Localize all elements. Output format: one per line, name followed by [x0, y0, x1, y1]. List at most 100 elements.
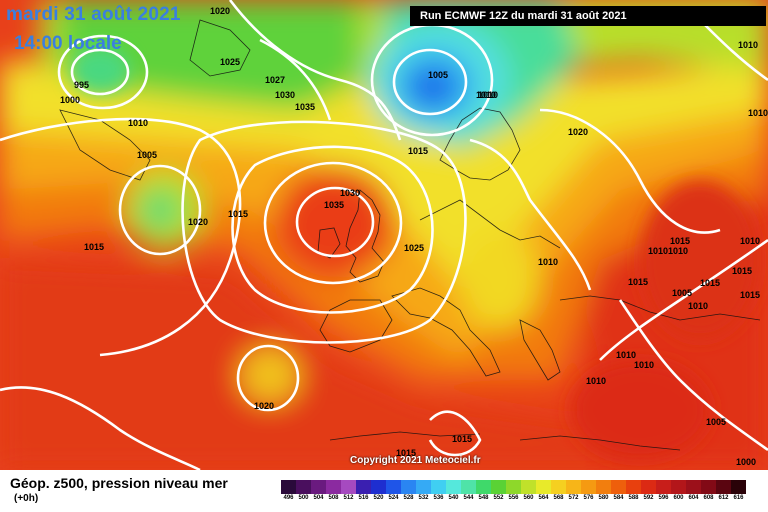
- scale-swatch: [296, 480, 311, 494]
- scale-step: 516: [356, 480, 371, 501]
- scale-swatch: [626, 480, 641, 494]
- color-scale: 496 500 504 508 512 516 520 524 528 532 536 540 544 5…: [281, 480, 746, 501]
- scale-swatch: [566, 480, 581, 494]
- isobar-label: 1010: [616, 350, 636, 360]
- scale-step: 600: [671, 480, 686, 501]
- scale-value: 584: [613, 495, 624, 501]
- scale-value: 604: [688, 495, 699, 501]
- isobar-label: 1010: [586, 376, 606, 386]
- scale-value: 512: [343, 495, 354, 501]
- isobar-label: 1030: [340, 188, 360, 198]
- scale-step: 520: [371, 480, 386, 501]
- isobar-label: 1010: [538, 257, 558, 267]
- isobar-label: 1015: [396, 448, 416, 458]
- isobar-label: 1015: [452, 434, 472, 444]
- isobar-label: 1005: [428, 70, 448, 80]
- lead-time: (+0h): [14, 493, 39, 504]
- scale-value: 588: [628, 495, 639, 501]
- scale-step: 616: [731, 480, 746, 501]
- scale-step: 500: [296, 480, 311, 501]
- scale-step: 560: [521, 480, 536, 501]
- isobar-label: 1000: [60, 95, 80, 105]
- isobar-label: 1010: [748, 108, 768, 118]
- scale-value: 564: [538, 495, 549, 501]
- scale-step: 512: [341, 480, 356, 501]
- scale-swatch: [671, 480, 686, 494]
- isobar-label: 1015: [700, 278, 720, 288]
- scale-swatch: [326, 480, 341, 494]
- scale-swatch: [656, 480, 671, 494]
- scale-value: 572: [568, 495, 579, 501]
- scale-swatch: [401, 480, 416, 494]
- isobar-label: 1010: [478, 90, 498, 100]
- scale-step: 592: [641, 480, 656, 501]
- geopotential-map: 1020995100010251027103010351005101010101…: [0, 0, 768, 470]
- isobar-label: 1015: [628, 277, 648, 287]
- isobar-label: 1015: [732, 266, 752, 276]
- scale-value: 532: [418, 495, 429, 501]
- isobar-label: 1005: [672, 288, 692, 298]
- scale-swatch: [431, 480, 446, 494]
- scale-swatch: [641, 480, 656, 494]
- scale-step: 564: [536, 480, 551, 501]
- isobar-label: 1010: [648, 246, 668, 256]
- scale-step: 504: [311, 480, 326, 501]
- scale-step: 548: [476, 480, 491, 501]
- isobar-labels: 1020995100010251027103010351005101010101…: [60, 6, 768, 467]
- valid-date-title: mardi 31 août 2021: [6, 4, 181, 25]
- scale-step: 580: [596, 480, 611, 501]
- scale-swatch: [551, 480, 566, 494]
- scale-swatch: [416, 480, 431, 494]
- scale-value: 540: [448, 495, 459, 501]
- isobar-label: 1010: [476, 90, 496, 100]
- scale-step: 608: [701, 480, 716, 501]
- z500-color-field: [0, 0, 768, 470]
- scale-step: 568: [551, 480, 566, 501]
- scale-swatch: [521, 480, 536, 494]
- isobar-label: 1015: [84, 242, 104, 252]
- isobar-label: 1010: [668, 246, 688, 256]
- scale-swatch: [386, 480, 401, 494]
- scale-swatch: [311, 480, 326, 494]
- scale-step: 540: [446, 480, 461, 501]
- scale-swatch: [446, 480, 461, 494]
- scale-swatch: [716, 480, 731, 494]
- scale-value: 496: [283, 495, 294, 501]
- isobar-label: 1010: [128, 118, 148, 128]
- scale-step: 532: [416, 480, 431, 501]
- scale-value: 560: [523, 495, 534, 501]
- scale-step: 496: [281, 480, 296, 501]
- scale-step: 604: [686, 480, 701, 501]
- scale-swatch: [701, 480, 716, 494]
- scale-value: 600: [673, 495, 684, 501]
- isobar-label: 1005: [706, 417, 726, 427]
- scale-step: 536: [431, 480, 446, 501]
- scale-value: 516: [358, 495, 369, 501]
- scale-step: 508: [326, 480, 341, 501]
- variable-title: Géop. z500, pression niveau mer: [10, 475, 228, 491]
- scale-value: 536: [433, 495, 444, 501]
- isobar-label: 1020: [568, 127, 588, 137]
- scale-value: 544: [463, 495, 474, 501]
- scale-value: 524: [388, 495, 399, 501]
- isobar-label: 1015: [740, 290, 760, 300]
- scale-swatch: [371, 480, 386, 494]
- isobar-label: 1025: [220, 57, 240, 67]
- scale-value: 500: [298, 495, 309, 501]
- legend-footer: Géop. z500, pression niveau mer (+0h) 49…: [0, 470, 768, 512]
- isobar-label: 1025: [404, 243, 424, 253]
- scale-value: 508: [328, 495, 339, 501]
- scale-swatch: [731, 480, 746, 494]
- scale-swatch: [581, 480, 596, 494]
- scale-step: 556: [506, 480, 521, 501]
- scale-step: 584: [611, 480, 626, 501]
- scale-value: 504: [313, 495, 324, 501]
- isobars: [0, 0, 768, 470]
- scale-step: 544: [461, 480, 476, 501]
- isobar-label: 1010: [740, 236, 760, 246]
- isobar-label: 1035: [295, 102, 315, 112]
- isobar-label: 1027: [265, 75, 285, 85]
- scale-step: 572: [566, 480, 581, 501]
- isobar-label: 1030: [275, 90, 295, 100]
- valid-time-title: 14:00 locale: [14, 33, 122, 54]
